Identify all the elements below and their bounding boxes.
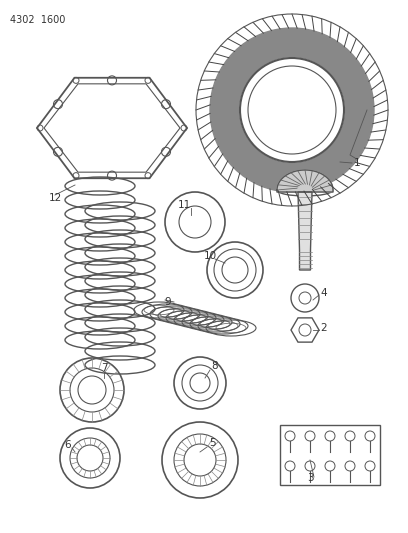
Circle shape [240, 58, 344, 162]
Bar [280, 425, 380, 485]
Text: 6: 6 [65, 440, 71, 450]
Text: 12: 12 [49, 193, 62, 203]
Text: 2: 2 [321, 323, 327, 333]
Text: 11: 11 [177, 200, 191, 210]
Text: 8: 8 [212, 361, 218, 371]
Text: 9: 9 [165, 297, 171, 307]
Text: 4302  1600: 4302 1600 [10, 15, 65, 25]
Polygon shape [277, 170, 333, 192]
Text: 3: 3 [307, 473, 313, 483]
Text: 5: 5 [208, 438, 215, 448]
Text: 10: 10 [204, 251, 217, 261]
Text: 7: 7 [101, 363, 107, 373]
Polygon shape [298, 192, 312, 270]
Text: 4: 4 [321, 288, 327, 298]
Text: 1: 1 [354, 158, 360, 168]
